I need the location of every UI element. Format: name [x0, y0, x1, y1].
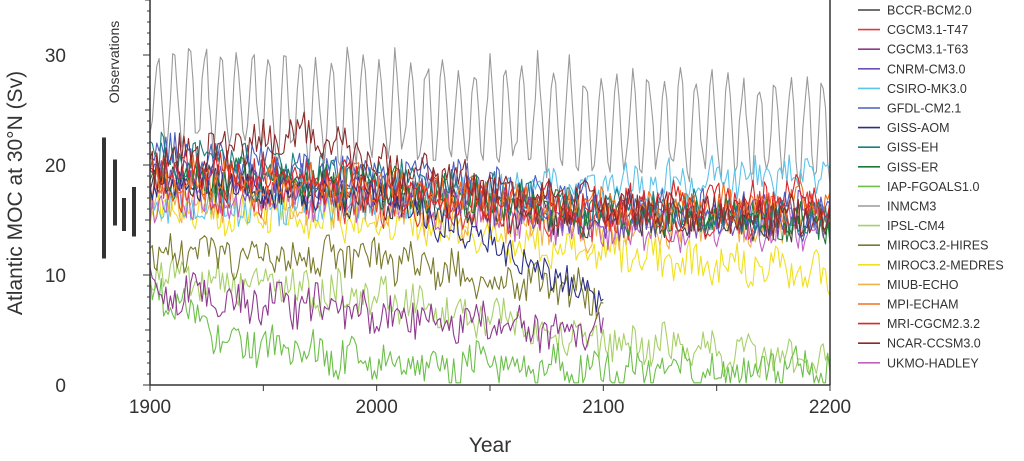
legend-item: MIROC3.2-MEDRES: [858, 258, 1004, 272]
legend-item: CGCM3.1-T47: [858, 23, 968, 37]
y-tick-label: 20: [45, 156, 66, 177]
legend-item: GISS-AOM: [858, 121, 950, 135]
legend-item: GISS-ER: [858, 160, 938, 174]
legend: BCCR-BCM2.0 CGCM3.1-T47 CGCM3.1-T63 CNRM-CM…: [858, 4, 1004, 370]
legend-item: MRI-CGCM2.3.2: [858, 317, 980, 331]
x-axis-title: Year: [469, 434, 511, 457]
legend-item: CGCM3.1-T63: [858, 43, 968, 57]
legend-label: GFDL-CM2.1: [887, 102, 961, 116]
legend-label: IPSL-CM4: [887, 219, 945, 233]
axes: 0 10 20 30 1900 2000 2100 2200: [45, 0, 851, 418]
x-tick-label: 1900: [129, 397, 171, 418]
legend-label: CNRM-CM3.0: [887, 62, 966, 76]
observations-label: Observations: [106, 21, 122, 103]
legend-label: GISS-EH: [887, 141, 938, 155]
x-tick-label: 2100: [582, 397, 624, 418]
series-line-bccr-bcm2-0: [149, 154, 831, 243]
legend-label: BCCR-BCM2.0: [887, 4, 972, 18]
legend-label: IAP-FGOALS1.0: [887, 180, 979, 194]
legend-label: MPI-ECHAM: [887, 298, 959, 312]
legend-item: MPI-ECHAM: [858, 298, 959, 312]
legend-label: NCAR-CCSM3.0: [887, 337, 981, 351]
legend-label: MRI-CGCM2.3.2: [887, 317, 980, 331]
series-line-miroc3-2-hires: [149, 233, 604, 320]
legend-item: UKMO-HADLEY: [858, 356, 979, 370]
legend-item: GFDL-CM2.1: [858, 102, 961, 116]
series-line-inmcm3: [149, 46, 831, 185]
legend-label: GISS-AOM: [887, 121, 950, 135]
series-line-mri-cgcm2-3-2: [149, 150, 831, 229]
observations-ranges: Observations: [102, 21, 136, 259]
legend-label: INMCM3: [887, 200, 936, 214]
legend-item: INMCM3: [858, 200, 936, 214]
legend-label: UKMO-HADLEY: [887, 356, 979, 370]
series-line-miroc3-2-medres: [149, 187, 831, 297]
legend-item: CSIRO-MK3.0: [858, 82, 967, 96]
legend-label: GISS-ER: [887, 160, 938, 174]
legend-label: CGCM3.1-T47: [887, 23, 968, 37]
legend-label: CSIRO-MK3.0: [887, 82, 967, 96]
x-tick-label: 2200: [809, 397, 851, 418]
series-line-iap-fgoals1-0: [149, 273, 831, 384]
y-tick-label: 0: [55, 376, 66, 397]
x-tick-label: 2000: [356, 397, 398, 418]
legend-item: GISS-EH: [858, 141, 938, 155]
legend-item: MIUB-ECHO: [858, 278, 959, 292]
legend-label: MIUB-ECHO: [887, 278, 959, 292]
series-line-ncar-ccsm3-0: [149, 111, 831, 241]
y-tick-label: 30: [45, 46, 66, 67]
legend-label: MIROC3.2-HIRES: [887, 239, 988, 253]
y-axis-title: Atlantic MOC at 30°N (Sv): [4, 71, 27, 315]
legend-item: NCAR-CCSM3.0: [858, 337, 981, 351]
legend-item: MIROC3.2-HIRES: [858, 239, 988, 253]
legend-item: CNRM-CM3.0: [858, 62, 966, 76]
legend-item: BCCR-BCM2.0: [858, 4, 972, 18]
legend-item: IAP-FGOALS1.0: [858, 180, 979, 194]
series-line-giss-er: [149, 154, 831, 245]
series-lines: [149, 46, 831, 384]
series-line-ipsl-cm4: [149, 257, 831, 378]
legend-label: MIROC3.2-MEDRES: [887, 258, 1004, 272]
y-tick-label: 10: [45, 266, 66, 287]
series-line-cgcm3-1-t63: [149, 267, 604, 354]
legend-label: CGCM3.1-T63: [887, 43, 968, 57]
legend-item: IPSL-CM4: [858, 219, 945, 233]
